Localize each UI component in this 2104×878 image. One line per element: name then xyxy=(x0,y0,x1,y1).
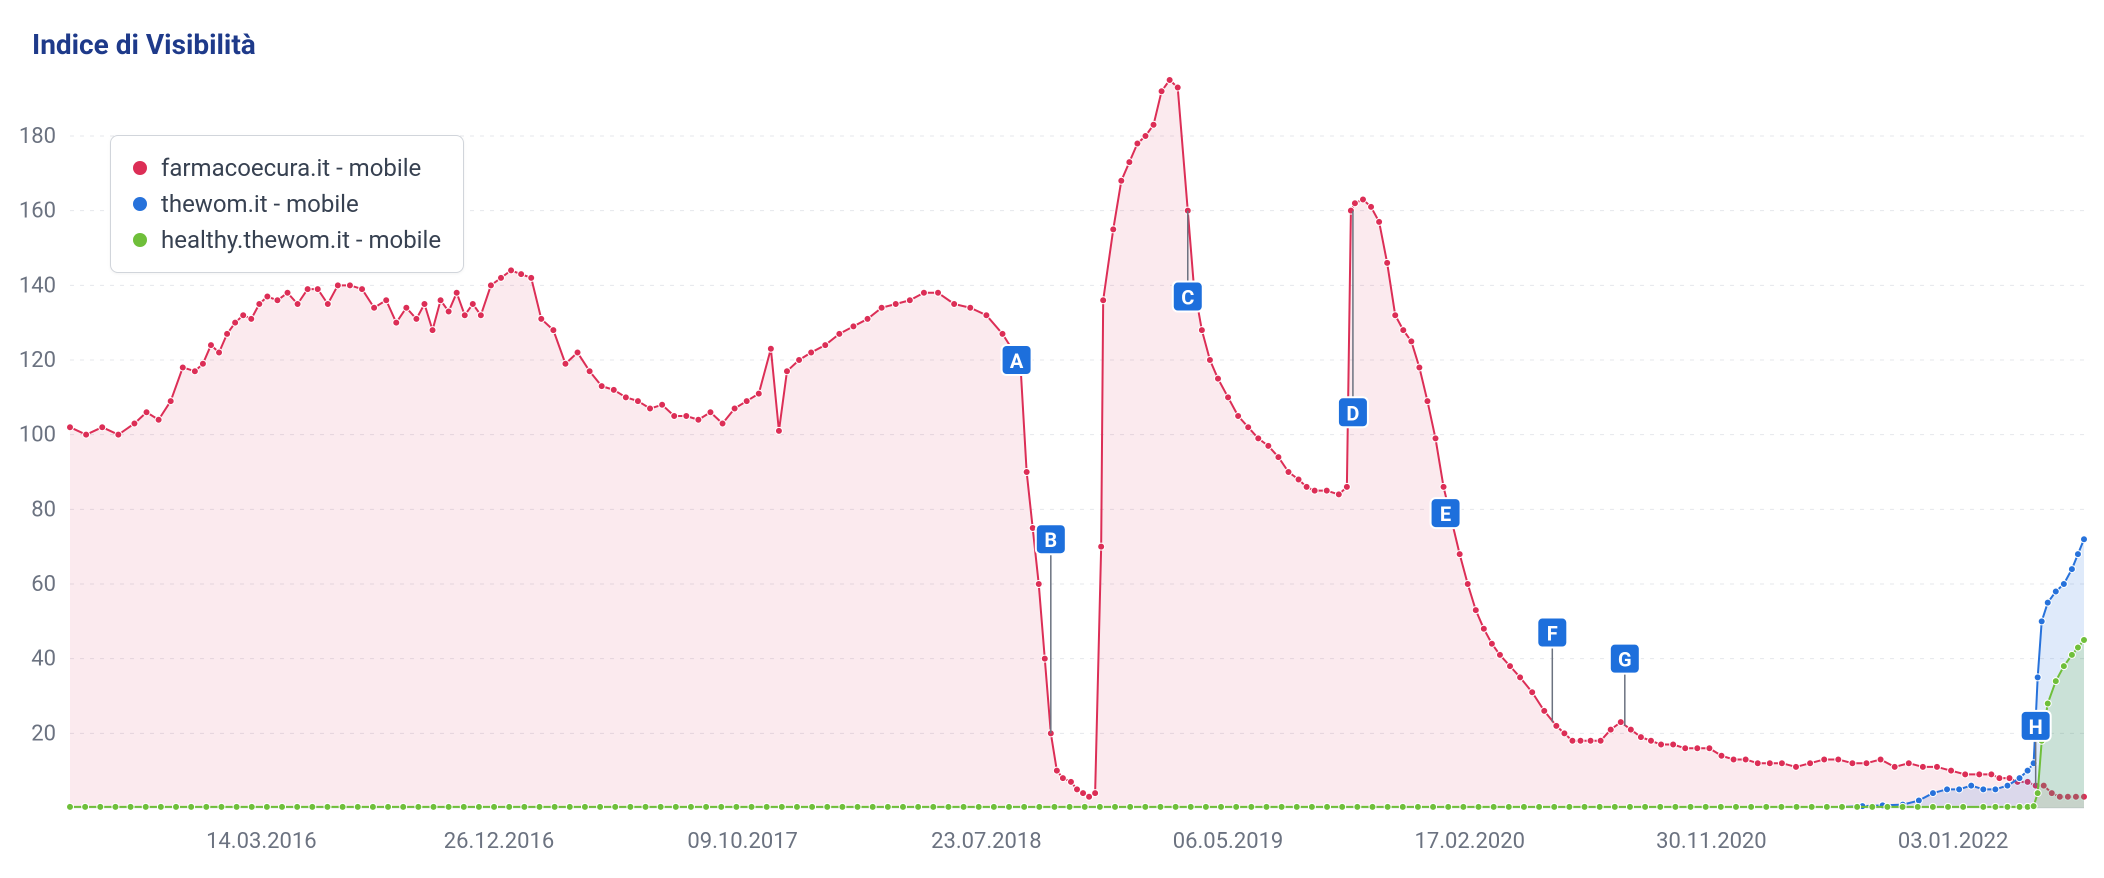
event-marker-g[interactable]: G xyxy=(1610,644,1640,674)
svg-text:C: C xyxy=(1181,286,1194,310)
x-axis-tick-label: 17.02.2020 xyxy=(1414,829,1525,854)
x-axis-tick-label: 23.07.2018 xyxy=(931,829,1042,854)
event-marker-a[interactable]: A xyxy=(1002,345,1032,375)
y-axis-tick-label: 60 xyxy=(31,572,56,597)
x-axis-tick-label: 09.10.2017 xyxy=(687,829,798,854)
legend-color-dot xyxy=(133,161,147,175)
svg-text:A: A xyxy=(1010,349,1024,373)
y-axis-tick-label: 120 xyxy=(19,348,56,373)
legend-item[interactable]: farmacoecura.it - mobile xyxy=(133,150,441,186)
event-marker-f[interactable]: F xyxy=(1537,618,1567,648)
y-axis-tick-label: 40 xyxy=(31,647,56,672)
event-marker-c[interactable]: C xyxy=(1173,282,1203,312)
y-axis-tick-label: 160 xyxy=(19,199,56,224)
x-axis-tick-label: 30.11.2020 xyxy=(1656,829,1767,854)
chart-plot-area: 20 40 60 80 100 120 140 160 180 14.03.2016 26.12.2… xyxy=(0,0,2104,878)
chart-legend[interactable]: farmacoecura.it - mobile thewom.it - mobi… xyxy=(110,135,464,273)
legend-label: thewom.it - mobile xyxy=(161,190,359,218)
y-axis-tick-label: 20 xyxy=(31,721,56,746)
x-axis-tick-label: 06.05.2019 xyxy=(1173,829,1284,854)
svg-text:G: G xyxy=(1618,648,1632,672)
visibility-chart: Indice di Visibilità 2040608010012014016… xyxy=(0,0,2104,878)
svg-text:E: E xyxy=(1440,502,1451,526)
legend-color-dot xyxy=(133,233,147,247)
x-axis-tick-label: 14.03.2016 xyxy=(206,829,317,854)
event-marker-b[interactable]: B xyxy=(1036,524,1066,554)
svg-text:H: H xyxy=(2029,715,2043,739)
y-axis-tick-label: 140 xyxy=(19,273,56,298)
legend-color-dot xyxy=(133,197,147,211)
legend-label: farmacoecura.it - mobile xyxy=(161,154,421,182)
x-axis-tick-label: 26.12.2016 xyxy=(444,829,555,854)
legend-label: healthy.thewom.it - mobile xyxy=(161,226,441,254)
svg-text:D: D xyxy=(1346,401,1359,425)
event-marker-e[interactable]: E xyxy=(1431,498,1461,528)
event-marker-d[interactable]: D xyxy=(1338,397,1368,427)
svg-text:F: F xyxy=(1547,622,1558,646)
legend-item[interactable]: thewom.it - mobile xyxy=(133,186,441,222)
svg-text:B: B xyxy=(1044,528,1057,552)
y-axis-tick-label: 80 xyxy=(31,497,56,522)
y-axis-tick-label: 100 xyxy=(19,423,56,448)
event-marker-h[interactable]: H xyxy=(2021,711,2051,741)
y-axis-tick-label: 180 xyxy=(19,124,56,149)
legend-item[interactable]: healthy.thewom.it - mobile xyxy=(133,222,441,258)
x-axis-tick-label: 03.01.2022 xyxy=(1898,829,2009,854)
